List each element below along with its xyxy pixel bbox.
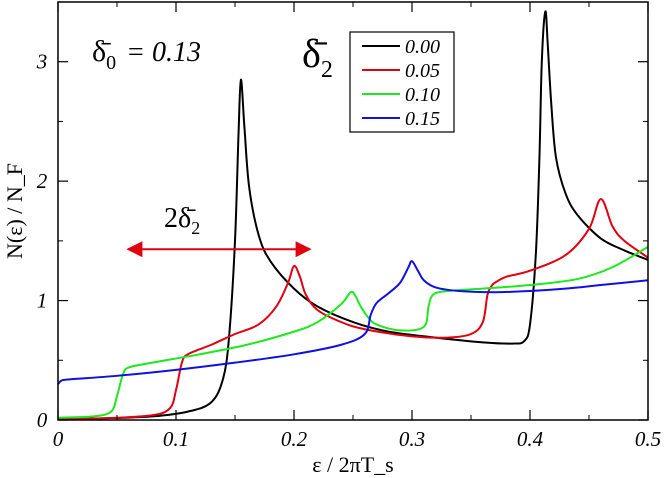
x-tick-label-2: 0.2: [281, 427, 308, 451]
legend-label-3: 0.15: [405, 108, 440, 130]
x-tick-label-0: 0: [53, 427, 64, 451]
legend-title-subscript: 2: [321, 57, 333, 83]
x-tick-label-4: 0.4: [517, 427, 544, 451]
series-line-2: [57, 245, 649, 419]
y-tick-label-0: 0: [37, 408, 48, 432]
arrow-label-prefix: 2: [164, 203, 178, 234]
legend-label-2: 0.10: [405, 84, 440, 106]
y-tick-label-3: 3: [36, 50, 48, 74]
svg-text:2δ̄2: 2δ̄2: [164, 203, 200, 238]
legend-box: [349, 31, 455, 133]
series-line-1: [57, 198, 649, 420]
y-tick-label-1: 1: [37, 289, 48, 313]
svg-text:δ̄0= 0.13: δ̄0 = 0.13: [92, 35, 201, 74]
series-line-0: [57, 10, 649, 420]
legend-title: δ̄2: [302, 31, 333, 83]
x-tick-label-5: 0.5: [635, 427, 661, 451]
delta0-annotation: δ̄0 = 0.13: [92, 35, 201, 74]
ticks-layer: 0 0.1 0.2 0.3 0.4 0.5 0 1 2 3: [36, 2, 661, 451]
legend: 0.000.050.100.15: [349, 31, 455, 133]
series-line-3: [57, 260, 649, 385]
series-layer: [57, 10, 649, 420]
y-tick-label-2: 2: [37, 169, 48, 193]
x-tick-label-1: 0.1: [163, 427, 189, 451]
legend-label-0: 0.00: [405, 36, 440, 58]
x-axis-title: ε / 2πT_s: [312, 452, 393, 477]
delta2-annotation: 2δ̄2: [126, 203, 312, 258]
delta0-subscript: 0: [106, 52, 116, 74]
y-axis-title: N(ε) / N_F: [2, 163, 27, 259]
arrow-label-subscript: 2: [191, 218, 200, 238]
x-tick-label-3: 0.3: [399, 427, 425, 451]
delta0-value: = 0.13: [126, 37, 201, 68]
legend-label-1: 0.05: [405, 60, 440, 82]
